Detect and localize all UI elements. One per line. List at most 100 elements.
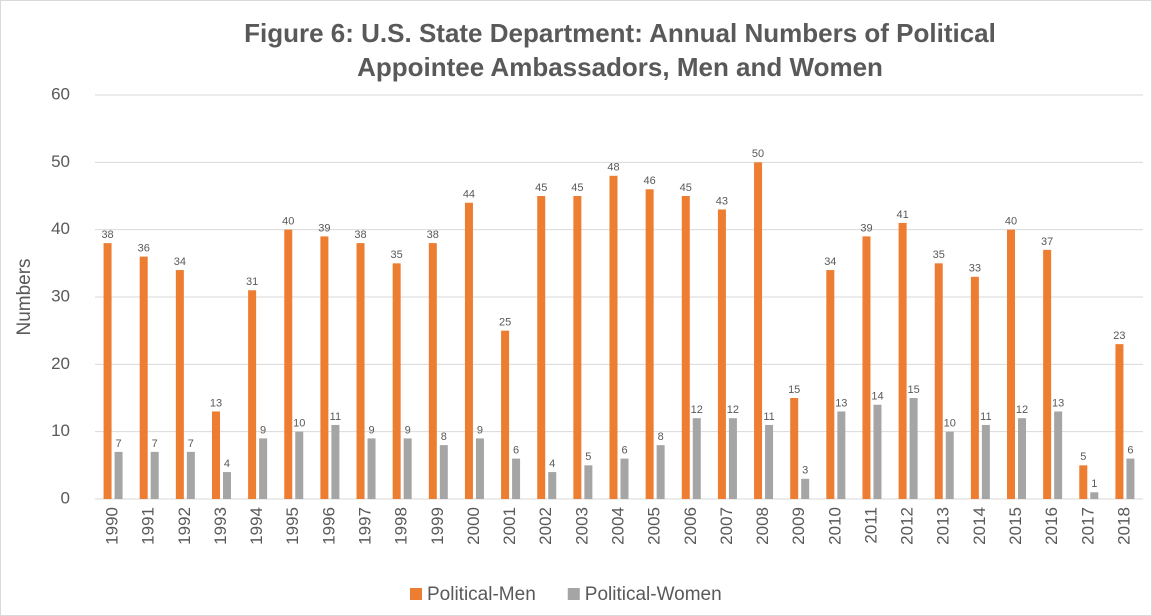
data-label: 10 [293, 418, 305, 430]
data-label: 13 [835, 397, 847, 409]
bar [981, 424, 990, 499]
x-tick-label: 2002 [536, 507, 555, 545]
bar [765, 424, 774, 499]
data-label: 6 [621, 445, 627, 457]
bar [403, 438, 412, 499]
data-label: 11 [980, 411, 991, 423]
y-axis-label: Numbers [14, 258, 35, 335]
x-tick-label: 1997 [356, 507, 375, 545]
bar [1054, 411, 1063, 499]
data-label: 4 [224, 458, 230, 470]
bar [367, 438, 376, 499]
bar [320, 236, 329, 499]
x-tick-label: 2010 [825, 507, 844, 545]
data-label: 7 [152, 438, 158, 450]
data-label: 15 [788, 384, 800, 396]
y-tick-label: 0 [61, 488, 70, 507]
x-tick-label: 1995 [283, 507, 302, 545]
bar [1115, 344, 1124, 499]
bar [331, 424, 340, 499]
data-label: 7 [116, 438, 122, 450]
data-label: 15 [907, 384, 919, 396]
bar [873, 404, 882, 499]
data-label: 40 [1005, 216, 1017, 228]
x-tick-label: 2005 [645, 507, 664, 545]
data-label: 38 [354, 229, 366, 241]
data-label: 8 [658, 431, 664, 443]
x-tick-label: 2008 [753, 507, 772, 545]
y-tick-label: 20 [51, 354, 70, 373]
bar [717, 209, 726, 499]
bar [1079, 465, 1088, 499]
data-label: 43 [716, 195, 728, 207]
bar [175, 270, 184, 499]
bar [573, 196, 582, 499]
data-label: 5 [585, 451, 591, 463]
x-tick-label: 2009 [789, 507, 808, 545]
x-tick-label: 1992 [175, 507, 194, 545]
bar [692, 418, 701, 499]
bar [139, 256, 148, 499]
data-label: 25 [499, 317, 511, 329]
x-tick-label: 1991 [139, 507, 158, 545]
data-label: 7 [188, 438, 194, 450]
legend-label: Political-Women [585, 584, 722, 605]
data-label: 12 [1016, 404, 1028, 416]
bar [620, 458, 629, 499]
data-label: 50 [752, 148, 764, 160]
data-label: 5 [1080, 451, 1086, 463]
bar [114, 451, 123, 499]
data-label: 38 [101, 229, 113, 241]
bar [464, 202, 473, 499]
data-label: 35 [933, 249, 945, 261]
data-label: 36 [138, 243, 150, 255]
y-tick-label: 30 [51, 286, 70, 305]
data-label: 45 [571, 182, 583, 194]
data-label: 11 [763, 411, 774, 423]
bar [222, 472, 231, 499]
data-label: 8 [441, 431, 447, 443]
data-label: 40 [282, 216, 294, 228]
data-label: 41 [896, 209, 908, 221]
bar [356, 243, 365, 499]
bar [439, 445, 448, 499]
y-tick-label: 10 [51, 421, 70, 440]
bar [392, 263, 401, 499]
bar [284, 229, 293, 499]
legend-swatch [567, 588, 580, 600]
data-label: 13 [210, 397, 222, 409]
x-tick-label: 2018 [1114, 507, 1133, 545]
data-label: 48 [607, 162, 619, 174]
data-label: 39 [860, 222, 872, 234]
x-tick-label: 1994 [247, 507, 266, 545]
data-label: 9 [405, 424, 411, 436]
bar [475, 438, 484, 499]
bar [837, 411, 846, 499]
bar [645, 189, 654, 499]
y-tick-label: 40 [51, 219, 70, 238]
data-label: 14 [871, 391, 883, 403]
x-tick-label: 1993 [211, 507, 230, 545]
bar [898, 222, 907, 499]
x-tick-label: 2000 [464, 507, 483, 545]
x-tick-label: 2003 [572, 507, 591, 545]
bar [1043, 249, 1052, 499]
data-label: 12 [727, 404, 739, 416]
x-tick-label: 2007 [717, 507, 736, 545]
data-label: 6 [1127, 445, 1133, 457]
data-label: 46 [644, 175, 656, 187]
bar [501, 330, 510, 499]
bar [186, 451, 195, 499]
bar [211, 411, 220, 499]
bar [1018, 418, 1027, 499]
x-tick-label: 2004 [608, 507, 627, 545]
data-label: 9 [477, 424, 483, 436]
data-label: 23 [1113, 330, 1125, 342]
x-tick-label: 2006 [681, 507, 700, 545]
bar [248, 290, 257, 499]
bar [681, 196, 690, 499]
x-tick-label: 1996 [319, 507, 338, 545]
bar [801, 478, 810, 499]
data-label: 11 [330, 411, 341, 423]
